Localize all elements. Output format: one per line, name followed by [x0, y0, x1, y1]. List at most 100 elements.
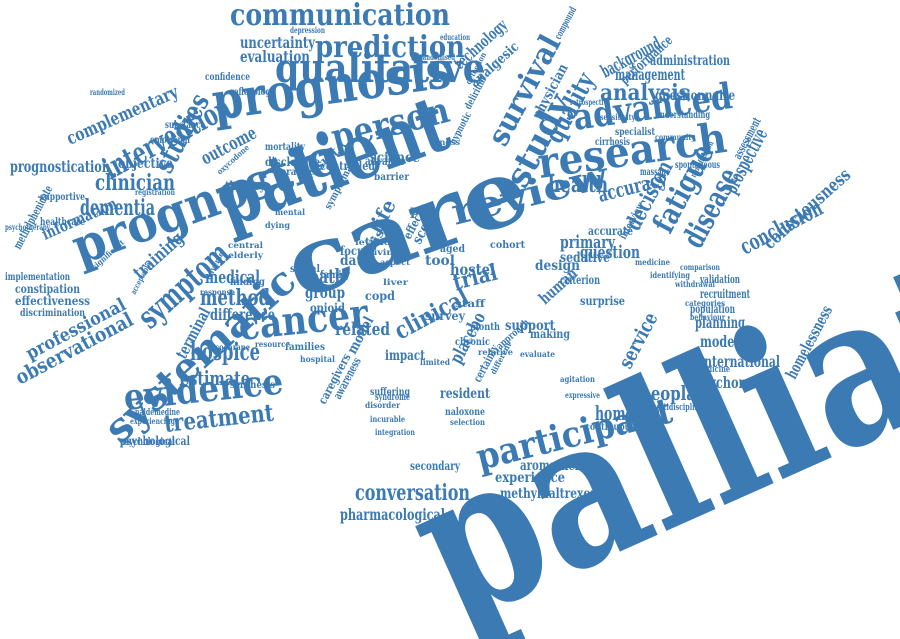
word-categories: categories [685, 298, 725, 308]
word-psychological: psychological [120, 434, 190, 448]
word-health: health [548, 172, 608, 198]
word-cochrane: cochrane [215, 342, 250, 352]
word-level: level [355, 237, 380, 247]
word-dying: dying [265, 220, 290, 230]
word-science: science [370, 150, 420, 166]
word-disorder: disorder [365, 400, 401, 410]
word-secondary: secondary [410, 459, 461, 473]
word-question: question [580, 242, 640, 263]
word-comparison: comparison [680, 262, 720, 272]
word-accurate: accurate [588, 224, 633, 238]
word-randomized: randomized [90, 87, 125, 97]
word-massage: massage [640, 167, 670, 178]
word-sensitivity: sensitivity [600, 112, 635, 122]
word-consciousness: consciousness [759, 165, 855, 254]
word-mental: mental [275, 207, 305, 217]
word-resident: resident [440, 386, 490, 402]
word-therapy: therapy [225, 179, 266, 193]
word-administration: administration [650, 53, 730, 69]
word-copd: copd [365, 289, 396, 303]
word-behaviour: behaviour [690, 312, 726, 322]
word-psychological: psychological [120, 437, 175, 448]
word-support: support [505, 318, 555, 334]
word-prediction: prediction [315, 30, 465, 65]
word-constipation: constipation [15, 282, 80, 296]
word-making: making [530, 327, 570, 341]
word-sedative: sedative [560, 250, 610, 266]
word-finding: finding [230, 277, 265, 288]
word-effectiveness: effectiveness [15, 294, 90, 308]
word-experiencing: experiencing [130, 416, 175, 426]
word-time: time [365, 237, 390, 248]
word-pharmacological: pharmacological [340, 505, 445, 524]
word-medical: medical [205, 267, 260, 288]
word-registration: registration [135, 187, 175, 197]
word-methylnaltrexone: methylnaltrexone [500, 486, 605, 502]
word-clinician: clinician [95, 170, 175, 196]
word-method: method [200, 285, 270, 311]
word-conversation: conversation [355, 480, 470, 506]
word-retrospective: retrospective [570, 97, 610, 107]
word-response: response [200, 287, 235, 297]
word-confidence: confidence [205, 72, 250, 83]
word-death: death [300, 264, 345, 288]
word-psychotherapy: psychotherapy [5, 222, 50, 232]
word-mortality: mortality [265, 142, 306, 153]
word-continuous: continuous [585, 422, 635, 433]
word-aromatherapy: aromatherapy [520, 458, 601, 474]
word-specialist: specialist [615, 127, 655, 138]
word-discrimination: discrimination [20, 308, 86, 319]
word-controlled: controlled [320, 159, 375, 173]
word-evaluation: evaluation [240, 47, 310, 66]
word-criterion: criterion [560, 273, 600, 287]
word-substance: substance [165, 120, 205, 131]
word-suffering: suffering [370, 387, 410, 398]
word-difference: difference [210, 305, 275, 324]
word-multidisciplinary: multidisciplinary [650, 403, 711, 413]
word-supportive: supportive [40, 192, 85, 203]
word-resource: resource [255, 339, 290, 349]
word-staff: staff [455, 299, 486, 310]
word-validation: validation [699, 273, 740, 286]
word-naloxone: naloxone [445, 407, 485, 418]
word-management: management [615, 65, 685, 84]
word-emotional: emotional [150, 135, 190, 146]
word-reflexology: reflexology [230, 87, 276, 98]
word-month: month [470, 322, 501, 333]
word-social: social [290, 264, 320, 275]
word-withdrawal: withdrawal [674, 279, 715, 289]
word-illness: illness [430, 137, 461, 147]
word-uncertainty: uncertainty [240, 33, 316, 52]
word-hostel: hostel [450, 260, 495, 279]
word-barrier: barrier [374, 172, 410, 183]
word-related: related [335, 319, 390, 340]
word-elderly: elderly [228, 250, 263, 260]
word-agitation: agitation [560, 374, 595, 384]
word-families: families [285, 342, 325, 353]
word-medicine: medicine [635, 257, 670, 267]
word-randomised: randomised [420, 52, 455, 62]
word-pip: pip [410, 203, 435, 219]
word-homeless: homeless [595, 401, 660, 425]
word-cirrhosis: cirrhosis [595, 137, 630, 148]
word-international: international [700, 352, 780, 371]
word-liver: liver [383, 277, 409, 287]
word-questionnaire: questionnaire [655, 88, 735, 104]
word-experience: experience [495, 470, 565, 486]
word-practice: practice [280, 167, 320, 178]
word-group: group [305, 283, 345, 302]
word-incurable: incurable [370, 414, 405, 424]
word-tool: tool [425, 253, 455, 269]
word-recruitment: recruitment [700, 287, 750, 301]
word-understanding: understanding [655, 110, 710, 121]
word-syndrome: syndrome [375, 392, 410, 403]
word-naldemedine: naldemedine [135, 408, 180, 418]
word-neoplasm: neoplasm [640, 381, 720, 405]
word-population: population [690, 302, 735, 316]
word-spontaneous: spontaneous [675, 160, 720, 171]
word-estimate: estimate [180, 366, 250, 390]
word-biomedicine: biomedicine [685, 365, 730, 375]
word-community: community [655, 132, 695, 142]
